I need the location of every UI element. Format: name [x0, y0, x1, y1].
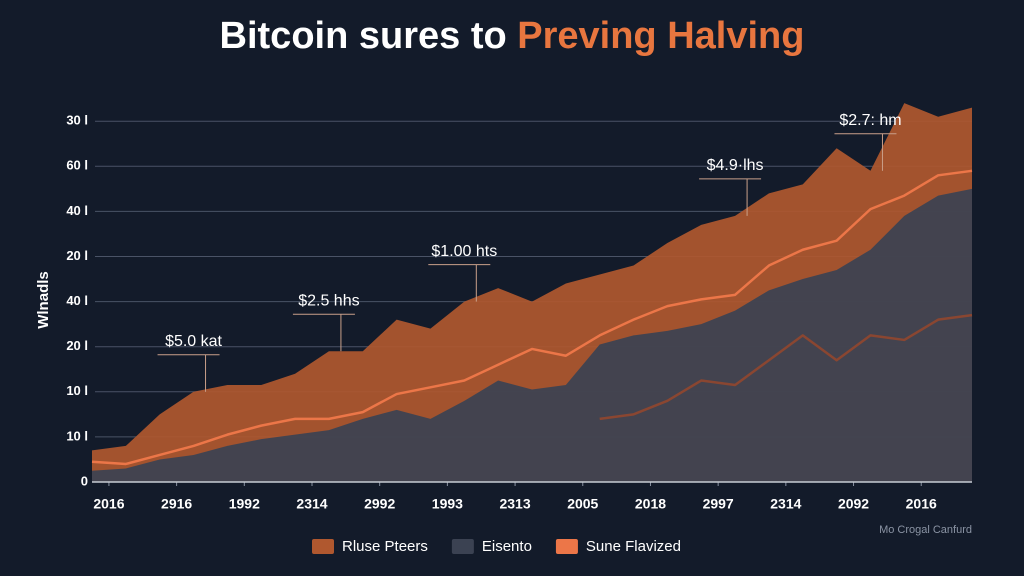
x-tick-label: 2992: [364, 496, 395, 512]
x-tick-label: 2092: [838, 496, 869, 512]
y-axis-label: Wlnadls: [35, 271, 52, 329]
legend-label: Eisento: [482, 538, 532, 555]
x-tick-label: 2997: [703, 496, 734, 512]
annotation: $1.00 hts: [431, 243, 497, 260]
annotation: $2.5 hhs: [298, 292, 359, 309]
line: [599, 313, 973, 421]
annotation: $5.0 kat: [165, 333, 222, 350]
legend: Rluse Pteers Eisento Sune Flavized: [312, 538, 681, 555]
y-tick-label: 30 l: [66, 113, 88, 128]
line: [91, 169, 973, 466]
y-tick-label: 60 l: [66, 158, 88, 173]
legend-label: Sune Flavized: [586, 538, 681, 555]
chart-title: Bitcoin sures to Preving Halving: [220, 15, 805, 57]
x-tick-label: 1992: [229, 496, 260, 512]
y-tick-label: 20 l: [66, 338, 88, 353]
title-main: Bitcoin sures to: [220, 15, 518, 57]
x-tick-label: 2314: [770, 496, 801, 512]
x-tick-label: 2018: [635, 496, 666, 512]
annotation: $2.7: hm: [839, 112, 901, 129]
legend-swatch: [451, 539, 474, 554]
x-tick-label: 2313: [499, 496, 530, 512]
title-highlight: Preving Halving: [517, 15, 804, 57]
y-tick-label: 40 l: [66, 293, 88, 308]
annotation: $4.9·lhs: [707, 157, 764, 174]
x-tick-label: 2916: [161, 496, 192, 512]
x-tick-label: 2005: [567, 496, 598, 512]
x-tick-label: 2016: [906, 496, 937, 512]
y-tick-label: 20 l: [66, 248, 88, 263]
y-tick-label: 10 l: [66, 383, 88, 398]
x-tick-label: 2314: [296, 496, 327, 512]
y-tick-label: 10 l: [66, 428, 88, 443]
y-tick-label: 40 l: [66, 203, 88, 218]
y-tick-label: 0: [81, 473, 88, 488]
x-tick-label: 2016: [93, 496, 124, 512]
legend-swatch: [312, 539, 334, 554]
x-tick-label: 1993: [432, 496, 463, 512]
area: [92, 188, 972, 482]
footnote: Mo Crogal Canfurd: [879, 524, 972, 536]
legend-swatch: [555, 539, 578, 554]
legend-label: Rluse Pteers: [342, 538, 428, 555]
